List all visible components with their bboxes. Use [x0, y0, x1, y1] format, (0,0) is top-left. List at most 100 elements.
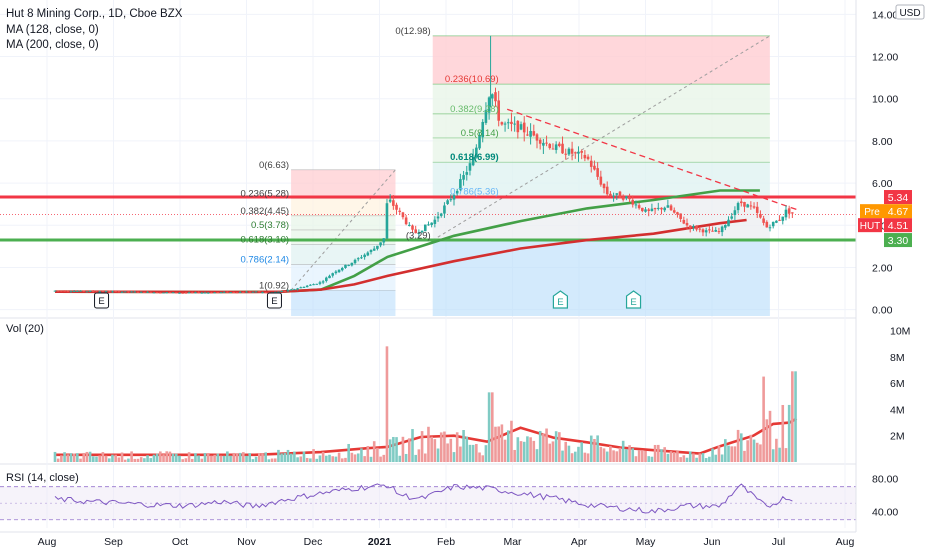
volume-bar [245, 455, 248, 462]
price-candle [213, 292, 216, 294]
price-candle [784, 209, 788, 218]
price-candle [491, 94, 494, 99]
y-tick-label: 8.00 [872, 136, 893, 148]
price-badge-value: 3.30 [888, 235, 909, 247]
price-candle [436, 216, 440, 219]
rsi-legend[interactable]: RSI (14, close) [6, 472, 79, 484]
support-price-badge[interactable]: 3.30 [884, 233, 912, 248]
price-candle [350, 262, 354, 266]
last-price-badge[interactable]: HUT 4.51 [858, 218, 912, 233]
price-candle [554, 144, 558, 150]
volume-bar [376, 447, 379, 462]
price-candle [535, 134, 539, 141]
x-tick-label: Nov [237, 536, 256, 548]
price-candle [717, 231, 721, 233]
price-candle [701, 229, 705, 233]
price-candle [666, 205, 670, 208]
premarket-price-badge[interactable]: Pre 4.67 [860, 204, 912, 219]
price-candle [663, 207, 666, 211]
price-candle [791, 212, 794, 214]
resistance-price-badge[interactable]: 5.34 [884, 190, 912, 205]
volume-bar [548, 443, 552, 462]
price-candle [235, 292, 239, 294]
volume-bar [101, 452, 105, 462]
price-candle [500, 122, 504, 125]
price-badge-prefix: Pre [864, 207, 880, 218]
volume-bar [331, 456, 335, 462]
price-candle [190, 292, 194, 294]
earnings-event-marker[interactable]: E [552, 290, 568, 309]
y-tick-label: 14.00 [872, 9, 898, 21]
price-candle [411, 225, 414, 230]
price-candle [376, 245, 379, 249]
volume-bar [114, 454, 117, 462]
price-candle [653, 208, 657, 210]
price-candle [752, 206, 756, 208]
earnings-event-marker[interactable]: E [625, 290, 642, 309]
volume-bar [302, 451, 306, 462]
volume-bar [602, 448, 606, 462]
price-candle [634, 204, 638, 206]
price-candle [685, 222, 689, 226]
price-candle [395, 204, 398, 210]
volume-bar [392, 436, 395, 462]
volume-bar [325, 455, 328, 462]
rsi-tick-label: 80.00 [872, 473, 898, 485]
volume-bar [315, 458, 319, 462]
price-candle [222, 291, 226, 293]
price-candle [676, 212, 679, 215]
volume-bar [771, 449, 775, 462]
volume-bar [538, 430, 542, 462]
ma128-legend[interactable]: MA (128, close, 0) [6, 24, 99, 36]
price-candle [497, 100, 500, 121]
volume-bar [411, 429, 414, 462]
price-candle [101, 291, 105, 293]
volume-bar [120, 452, 124, 462]
price-candle [462, 175, 465, 180]
volume-bar [443, 431, 446, 462]
currency-badge[interactable]: USD [895, 4, 925, 20]
rsi-band-fill [0, 486, 856, 520]
price-candle [219, 292, 223, 294]
price-candle [210, 292, 213, 294]
price-axis[interactable]: Aug Sep Oct Nov Dec 2021 Feb Mar Apr May Jun Jul Aug… [38, 0, 932, 550]
volume-bar [688, 451, 692, 462]
volume-bar [420, 431, 424, 462]
price-candle [385, 203, 389, 239]
volume-bar [439, 432, 443, 462]
earnings-event-marker[interactable]: E [94, 292, 110, 309]
volume-bar [318, 455, 322, 462]
x-tick-label: Jun [704, 536, 721, 548]
volume-bar [92, 456, 95, 462]
volume-bar [117, 457, 121, 462]
ma200-legend[interactable]: MA (200, close, 0) [6, 39, 99, 51]
volume-legend[interactable]: Vol (20) [6, 323, 44, 335]
volume-bar [242, 452, 245, 462]
price-candle [238, 291, 242, 293]
price-candle [197, 292, 200, 294]
volume-bar [481, 455, 485, 462]
price-candle [692, 226, 695, 228]
price-candle [312, 284, 315, 286]
volume-tick-label: 8M [890, 352, 905, 364]
volume-bar [293, 451, 296, 462]
volume-bar [529, 437, 532, 462]
volume-bar [261, 453, 264, 462]
price-candle [749, 205, 753, 207]
price-candle [762, 218, 765, 223]
price-candle [130, 291, 133, 293]
price-candle [88, 290, 92, 292]
price-badge-value: 4.67 [888, 206, 909, 218]
rsi-tick-label: 40.00 [872, 506, 898, 518]
volume-bar [743, 450, 746, 462]
volume-bar [277, 449, 280, 462]
earnings-event-marker[interactable]: E [266, 292, 282, 309]
volume-bar [436, 448, 440, 462]
volume-bar [475, 443, 478, 462]
volume-bar [487, 392, 491, 462]
price-candle [353, 259, 357, 264]
price-candle [232, 292, 236, 294]
price-candle [612, 195, 615, 197]
price-candle [315, 283, 319, 285]
